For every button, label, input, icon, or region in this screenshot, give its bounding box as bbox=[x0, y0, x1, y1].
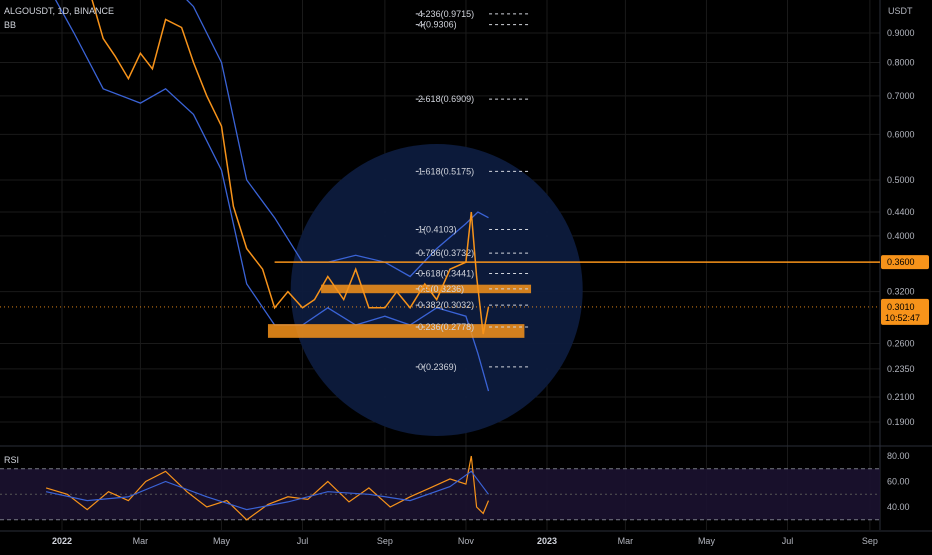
price-tick-label-3: 0.6000 bbox=[887, 129, 915, 139]
time-tick-label-3: Jul bbox=[297, 536, 309, 546]
fib-label-5: 0.786(0.3732) bbox=[418, 248, 474, 258]
rsi-tick-label-2: 40.00 bbox=[887, 502, 910, 512]
price-tick-label-0: 0.9000 bbox=[887, 28, 915, 38]
time-tick-label-8: May bbox=[698, 536, 716, 546]
symbol-label: ALGOUSDT, 1D, BINANCE bbox=[4, 6, 114, 16]
fib-label-8: 0.382(0.3032) bbox=[418, 300, 474, 310]
indicator-label: BB bbox=[4, 20, 16, 30]
time-tick-label-2: May bbox=[213, 536, 231, 546]
price-tick-label-11: 0.1900 bbox=[887, 417, 915, 427]
time-tick-label-1: Mar bbox=[133, 536, 149, 546]
rsi-tick-label-0: 80.00 bbox=[887, 451, 910, 461]
price-tick-label-6: 0.4000 bbox=[887, 231, 915, 241]
time-tick-label-10: Sep bbox=[862, 536, 878, 546]
currency-label: USDT bbox=[888, 6, 913, 16]
price-tick-label-2: 0.7000 bbox=[887, 91, 915, 101]
price-tick-label-4: 0.5000 bbox=[887, 175, 915, 185]
time-tick-label-9: Jul bbox=[782, 536, 794, 546]
fib-label-4: 1(0.4103) bbox=[418, 224, 457, 234]
fib-label-1: 4(0.9306) bbox=[418, 20, 457, 30]
fib-label-2: 2.618(0.6909) bbox=[418, 94, 474, 104]
fib-label-0: 4.236(0.9715) bbox=[418, 9, 474, 19]
time-tick-label-5: Nov bbox=[458, 536, 475, 546]
time-tick-label-6: 2023 bbox=[537, 536, 557, 546]
price-tick-label-9: 0.2350 bbox=[887, 364, 915, 374]
rsi-axis: 80.00 60.00 40.00 bbox=[887, 451, 910, 512]
time-tick-label-0: 2022 bbox=[52, 536, 72, 546]
fib-label-3: 1.618(0.5175) bbox=[418, 166, 474, 176]
time-tick-label-4: Sep bbox=[377, 536, 393, 546]
time-tick-label-7: Mar bbox=[618, 536, 634, 546]
fib-label-9: 0.236(0.2778) bbox=[418, 322, 474, 332]
price-tick-label-8: 0.2600 bbox=[887, 339, 915, 349]
current-price-label: 0.3010 bbox=[887, 302, 915, 312]
countdown-label: 10:52:47 bbox=[885, 313, 920, 323]
price-tick-label-10: 0.2100 bbox=[887, 392, 915, 402]
level-tag-label: 0.3600 bbox=[887, 257, 915, 267]
rsi-label: RSI bbox=[4, 455, 19, 465]
support-zone-1 bbox=[268, 324, 524, 338]
price-tick-label-5: 0.4400 bbox=[887, 207, 915, 217]
price-tick-label-1: 0.8000 bbox=[887, 57, 915, 67]
rsi-tick-label-1: 60.00 bbox=[887, 477, 910, 487]
price-tick-label-7: 0.3200 bbox=[887, 287, 915, 297]
fib-label-10: 0(0.2369) bbox=[418, 362, 457, 372]
